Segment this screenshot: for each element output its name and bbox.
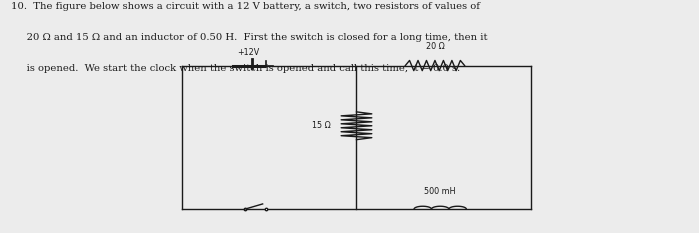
Text: is opened.  We start the clock when the switch is opened and call this time,  t : is opened. We start the clock when the s… bbox=[11, 64, 460, 73]
Text: 15 Ω: 15 Ω bbox=[312, 121, 331, 130]
Text: 10.  The figure below shows a circuit with a 12 V battery, a switch, two resisto: 10. The figure below shows a circuit wit… bbox=[11, 2, 480, 11]
Text: 20 Ω: 20 Ω bbox=[426, 42, 445, 51]
Text: 20 Ω and 15 Ω and an inductor of 0.50 H.  First the switch is closed for a long : 20 Ω and 15 Ω and an inductor of 0.50 H.… bbox=[11, 33, 488, 42]
Text: 500 mH: 500 mH bbox=[424, 187, 456, 196]
Text: +12V: +12V bbox=[237, 48, 259, 58]
